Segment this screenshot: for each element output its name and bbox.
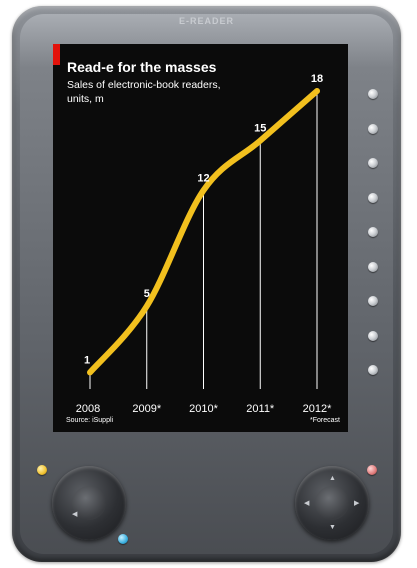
right-pad-right-arrow-icon: ▶ — [354, 500, 360, 507]
side-button-8[interactable] — [368, 330, 378, 341]
red-button[interactable] — [367, 465, 377, 475]
data-label-2009*: 5 — [144, 288, 150, 300]
side-button-column — [362, 89, 386, 400]
side-button-9[interactable] — [368, 365, 378, 375]
chart-title: Read-e for the masses — [67, 59, 217, 75]
left-pad-arrow-icon: ◀ — [72, 511, 78, 518]
left-pad-center-button[interactable] — [72, 486, 106, 520]
x-tick-label-2010*: 2010* — [189, 403, 218, 415]
side-button-2[interactable] — [368, 123, 378, 134]
side-button-5[interactable] — [368, 227, 378, 237]
x-tick-label-2011*: 2011* — [246, 403, 275, 415]
right-pad-down-arrow-icon: ▼ — [329, 524, 336, 531]
x-tick-label-2009*: 2009* — [132, 403, 161, 415]
x-tick-label-2008: 2008 — [76, 403, 100, 415]
brand-label: E-READER — [178, 16, 234, 26]
blue-button[interactable] — [118, 534, 128, 544]
chart-source: Source: iSuppli — [66, 417, 114, 424]
yellow-button[interactable] — [37, 465, 47, 475]
side-button-4[interactable] — [368, 192, 378, 203]
right-pad-left-arrow-icon: ◀ — [304, 500, 310, 507]
left-navigation-pad[interactable]: ◀ — [52, 466, 126, 540]
right-pad-up-arrow-icon: ▲ — [329, 475, 336, 482]
data-label-2010*: 12 — [197, 172, 209, 184]
accent-tab — [53, 44, 60, 65]
data-label-2008: 1 — [84, 354, 90, 366]
reader-screen: Read-e for the masses Sales of electroni… — [53, 44, 348, 432]
chart-note: *Forecast — [310, 417, 340, 424]
side-button-7[interactable] — [368, 296, 378, 306]
side-button-6[interactable] — [368, 261, 378, 272]
data-label-2012*: 18 — [311, 73, 323, 85]
series-line — [87, 88, 320, 376]
x-tick-label-2012*: 2012* — [303, 403, 332, 415]
side-button-1[interactable] — [368, 89, 378, 99]
side-button-3[interactable] — [368, 158, 378, 168]
chart-subtitle: Sales of electronic-book readers, units,… — [67, 79, 221, 105]
right-pad-center-button[interactable] — [315, 486, 349, 520]
data-label-2011*: 15 — [254, 123, 266, 135]
right-navigation-pad[interactable]: ▲ ▼ ◀ ▶ — [295, 466, 369, 540]
